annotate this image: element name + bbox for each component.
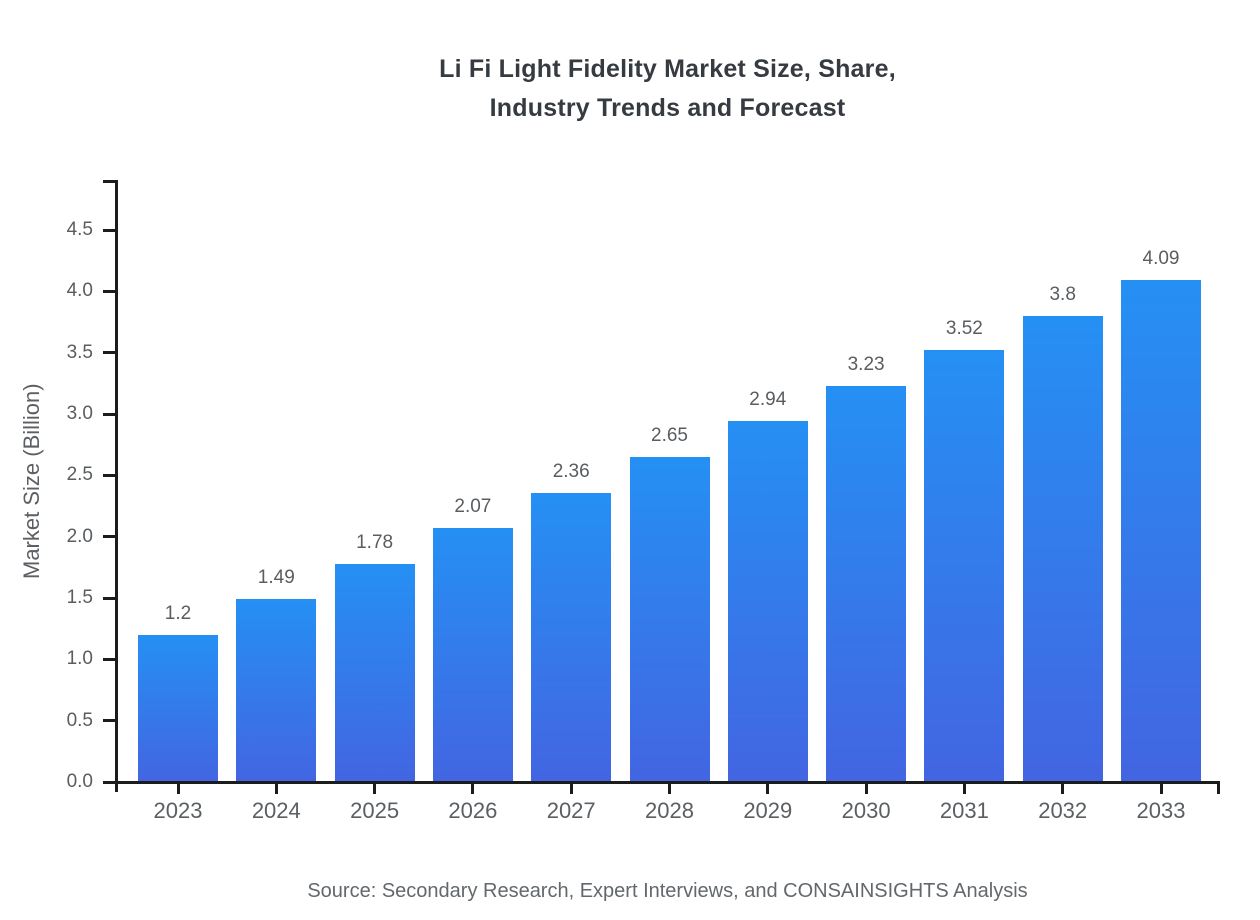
x-tick-label: 2030 (841, 798, 891, 823)
x-axis-tick (766, 782, 770, 794)
y-tick-label: 3.5 (66, 341, 93, 363)
y-tick-label: 4.0 (66, 280, 93, 302)
y-axis-tick (103, 719, 115, 723)
x-tick-label: 2026 (448, 798, 498, 823)
bar (1022, 315, 1103, 782)
bar (826, 385, 907, 782)
bar (727, 421, 808, 782)
y-axis-line (115, 180, 118, 792)
x-axis-tick (569, 782, 573, 794)
bar (629, 456, 710, 782)
x-tick-label: 2027 (546, 798, 596, 823)
x-axis-end-cap (1217, 782, 1220, 794)
x-axis-tick (864, 782, 868, 794)
x-tick-label: 2031 (939, 798, 989, 823)
bar-value-label: 2.36 (552, 460, 590, 482)
x-tick-label: 2024 (251, 798, 301, 823)
x-tick-label: 2032 (1038, 798, 1088, 823)
bar (432, 528, 513, 782)
bar-value-label: 1.49 (257, 567, 295, 589)
x-tick-label: 2023 (153, 798, 203, 823)
bar-value-label: 1.78 (356, 531, 394, 553)
bar-value-label: 4.09 (1142, 248, 1180, 270)
y-axis-tick (103, 657, 115, 661)
chart-title-line-2: Industry Trends and Forecast (489, 94, 846, 122)
y-tick-label: 3.0 (66, 403, 93, 424)
bar (138, 634, 218, 782)
bar-value-label: 3.23 (847, 353, 885, 375)
bar (236, 599, 317, 782)
source-note: Source: Secondary Research, Expert Inter… (307, 880, 1028, 902)
x-tick-label: 2028 (645, 798, 694, 823)
y-axis-tick (103, 473, 115, 477)
x-tick-label: 2029 (743, 798, 793, 823)
x-axis-tick (1061, 782, 1065, 794)
y-axis-tick (103, 412, 115, 416)
y-tick-label: 0.5 (66, 709, 93, 731)
y-axis-tick (103, 289, 115, 293)
bar (1121, 280, 1201, 782)
y-tick-label: 0.0 (66, 771, 93, 792)
y-axis-tick (103, 351, 115, 355)
bar-value-label: 2.07 (454, 496, 492, 518)
x-tick-label: 2033 (1136, 798, 1186, 823)
bar-value-label: 2.65 (651, 424, 688, 446)
bar-value-label: 1.2 (164, 602, 192, 624)
y-tick-label: 2.0 (66, 525, 93, 547)
x-axis-tick (471, 782, 475, 794)
x-axis-tick (962, 782, 966, 794)
y-axis-tick (103, 780, 115, 784)
y-axis-tick (103, 596, 115, 600)
chart-title-line-1: Li Fi Light Fidelity Market Size, Share, (439, 55, 896, 83)
x-tick-label: 2025 (350, 798, 400, 823)
bar (334, 563, 415, 782)
y-tick-label: 1.5 (66, 587, 93, 608)
y-tick-label: 2.5 (66, 464, 93, 486)
x-axis-tick (373, 782, 377, 794)
y-tick-label: 4.5 (66, 219, 93, 240)
x-axis-tick (176, 782, 180, 794)
y-axis-tick (103, 228, 115, 232)
bar-value-label: 3.52 (945, 318, 983, 340)
y-axis-tick (103, 535, 115, 539)
y-tick-label: 1.0 (66, 648, 93, 670)
bar (924, 350, 1005, 782)
x-axis-tick (274, 782, 278, 794)
x-axis-tick (1159, 782, 1163, 794)
y-axis-top-cap (103, 180, 115, 183)
chart-title: Li Fi Light Fidelity Market Size, Share,… (115, 50, 1220, 128)
x-axis-tick (668, 782, 671, 794)
bar-value-label: 2.94 (749, 389, 787, 411)
x-axis-line (115, 780, 1220, 784)
bar (531, 492, 612, 782)
bar-value-label: 3.8 (1049, 283, 1076, 305)
